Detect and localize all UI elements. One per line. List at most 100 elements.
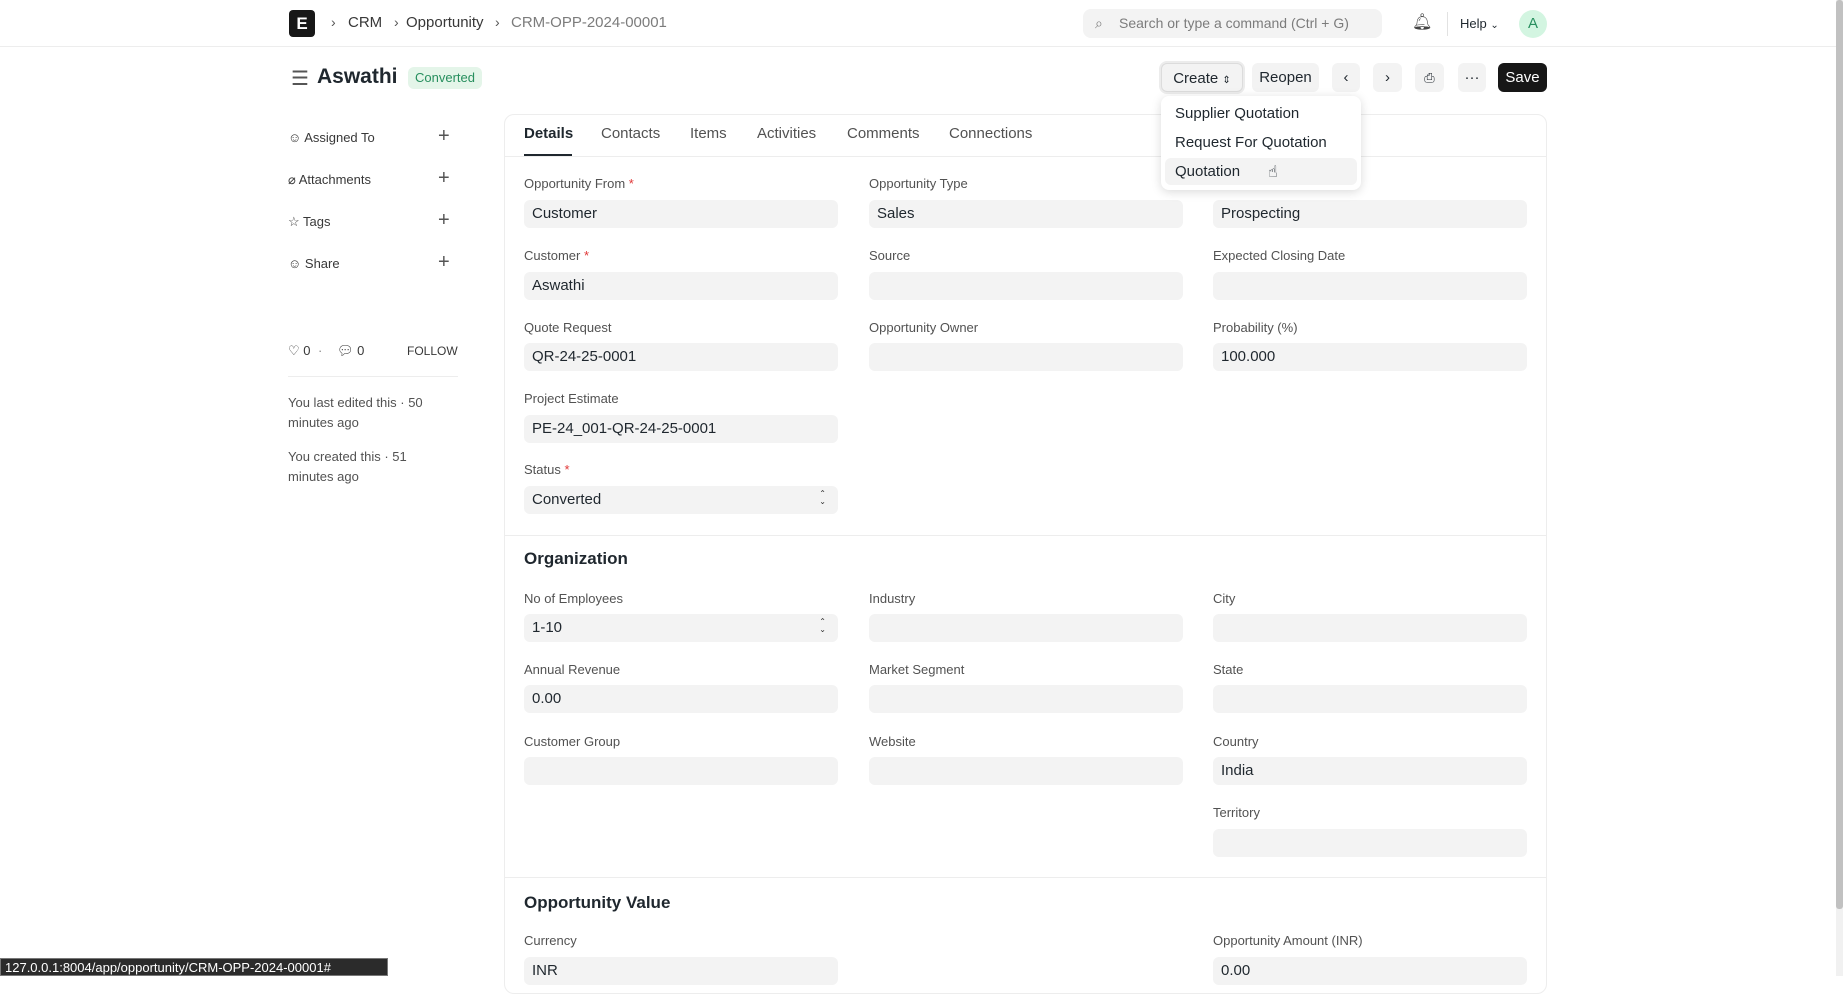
tab-items[interactable]: Items [690,125,727,142]
avatar[interactable]: A [1519,10,1547,38]
project-estimate-label: Project Estimate [524,391,619,406]
opportunity-type-label: Opportunity Type [869,176,968,191]
opportunity-from-label: Opportunity From * [524,176,634,191]
comment-icon: 💬︎ [337,343,354,358]
updown-icon: ⇕ [1222,75,1231,86]
navbar: E › CRM › Opportunity › CRM-OPP-2024-000… [0,0,1836,47]
help-label: Help [1460,16,1487,31]
bell-icon[interactable]: 🔔︎ [1412,14,1433,31]
more-button[interactable]: ··· [1458,63,1486,92]
organization-heading: Organization [524,549,628,568]
sidebar-item-assigned-to[interactable]: ☺ Assigned To [288,130,375,145]
territory-label: Territory [1213,805,1260,820]
like-button[interactable]: ♡ 0 [288,343,311,359]
status-select[interactable]: Converted [524,486,838,514]
employees-select[interactable]: 1-10 [524,614,838,642]
add-assignee-icon[interactable]: + [438,125,450,147]
amount-field[interactable]: 0.00 [1213,957,1527,985]
closing-date-label: Expected Closing Date [1213,248,1346,263]
comment-count: 0 [357,343,365,358]
reopen-button[interactable]: Reopen [1252,63,1319,92]
source-field[interactable] [869,272,1183,300]
scrollbar-track[interactable] [1836,0,1843,976]
dot-separator: · [318,343,323,358]
opportunity-from-field[interactable]: Customer [524,200,838,228]
menu-item-supplier-quotation[interactable]: Supplier Quotation [1175,105,1300,122]
customer-field[interactable]: Aswathi [524,272,838,300]
add-attachment-icon[interactable]: + [438,167,450,189]
add-tag-icon[interactable]: + [438,209,450,231]
sidebar-item-share[interactable]: ☺ Share [288,256,340,271]
sidebar-item-tags[interactable]: ☆ Tags [288,214,331,230]
page-title: Aswathi [317,65,398,88]
city-field[interactable] [1213,614,1527,642]
chevron-down-icon: ⌄ [1490,20,1499,31]
divider [505,535,1546,536]
star-icon: ☆ [288,214,300,229]
tab-activities[interactable]: Activities [757,125,817,142]
opportunity-value-heading: Opportunity Value [524,893,671,912]
divider [505,877,1546,878]
next-button[interactable]: › [1373,63,1402,92]
currency-field[interactable]: INR [524,957,838,985]
project-estimate-field[interactable]: PE-24_001-QR-24-25-0001 [524,415,838,443]
sidebar-toggle-icon[interactable]: ☰ [291,68,309,90]
quote-request-field[interactable]: QR-24-25-0001 [524,343,838,371]
customer-group-field[interactable] [524,757,838,785]
add-share-icon[interactable]: + [438,251,450,273]
revenue-field[interactable]: 0.00 [524,685,838,713]
save-button[interactable]: Save [1498,63,1547,92]
tab-connections[interactable]: Connections [949,125,1033,142]
divider [505,156,1546,157]
probability-label: Probability (%) [1213,320,1298,335]
breadcrumb-crm[interactable]: CRM [348,14,383,31]
search-placeholder: Search or type a command (Ctrl + G) [1119,15,1349,31]
segment-field[interactable] [869,685,1183,713]
help-menu[interactable]: Help ⌄ [1460,16,1499,31]
tab-comments[interactable]: Comments [847,125,920,142]
country-label: Country [1213,734,1259,749]
print-button[interactable]: ⎙ [1415,63,1444,92]
sidebar-item-attachments[interactable]: ⌀ Attachments [288,172,371,188]
customer-group-label: Customer Group [524,734,621,749]
divider [1447,12,1448,36]
closing-date-field[interactable] [1213,272,1527,300]
follow-button[interactable]: FOLLOW [407,344,458,358]
create-dropdown-menu: Supplier Quotation Request For Quotation… [1161,96,1361,190]
currency-label: Currency [524,933,577,948]
active-tab-indicator [524,154,572,156]
tab-contacts[interactable]: Contacts [601,125,661,142]
source-label: Source [869,248,911,263]
website-field[interactable] [869,757,1183,785]
last-edited-text: You last edited this · 50 minutes ago [288,395,423,430]
opportunity-type-field[interactable]: Sales [869,200,1183,228]
sidebar-item-label: Attachments [298,172,371,187]
industry-field[interactable] [869,614,1183,642]
tab-details[interactable]: Details [524,125,574,142]
country-field[interactable]: India [1213,757,1527,785]
territory-field[interactable] [1213,829,1527,857]
probability-field[interactable]: 100.000 [1213,343,1527,371]
employees-label: No of Employees [524,591,623,606]
created-text: You created this · 51 minutes ago [288,449,407,484]
sidebar-item-label: Share [304,256,340,271]
owner-field[interactable] [869,343,1183,371]
menu-item-request-for-quotation[interactable]: Request For Quotation [1175,134,1327,151]
scrollbar-thumb[interactable] [1836,0,1843,909]
comment-count-button[interactable]: 💬︎ 0 [337,343,364,359]
chevron-right-icon: › [495,14,500,30]
breadcrumb-opportunity[interactable]: Opportunity [406,14,484,31]
menu-item-quotation[interactable]: Quotation [1165,158,1357,185]
segment-label: Market Segment [869,662,965,677]
prev-button[interactable]: ‹ [1332,63,1360,92]
status-badge: Converted [408,67,482,89]
user-add-icon: ☺ [288,130,302,145]
sales-stage-field[interactable]: Prospecting [1213,200,1527,228]
state-field[interactable] [1213,685,1527,713]
breadcrumb-current[interactable]: CRM-OPP-2024-00001 [511,14,667,31]
owner-label: Opportunity Owner [869,320,979,335]
search-input[interactable]: ⌕ Search or type a command (Ctrl + G) [1083,9,1382,38]
status-label: Status * [524,462,570,477]
create-button[interactable]: Create ⇕ [1161,63,1243,92]
app-logo[interactable]: E [289,10,315,37]
